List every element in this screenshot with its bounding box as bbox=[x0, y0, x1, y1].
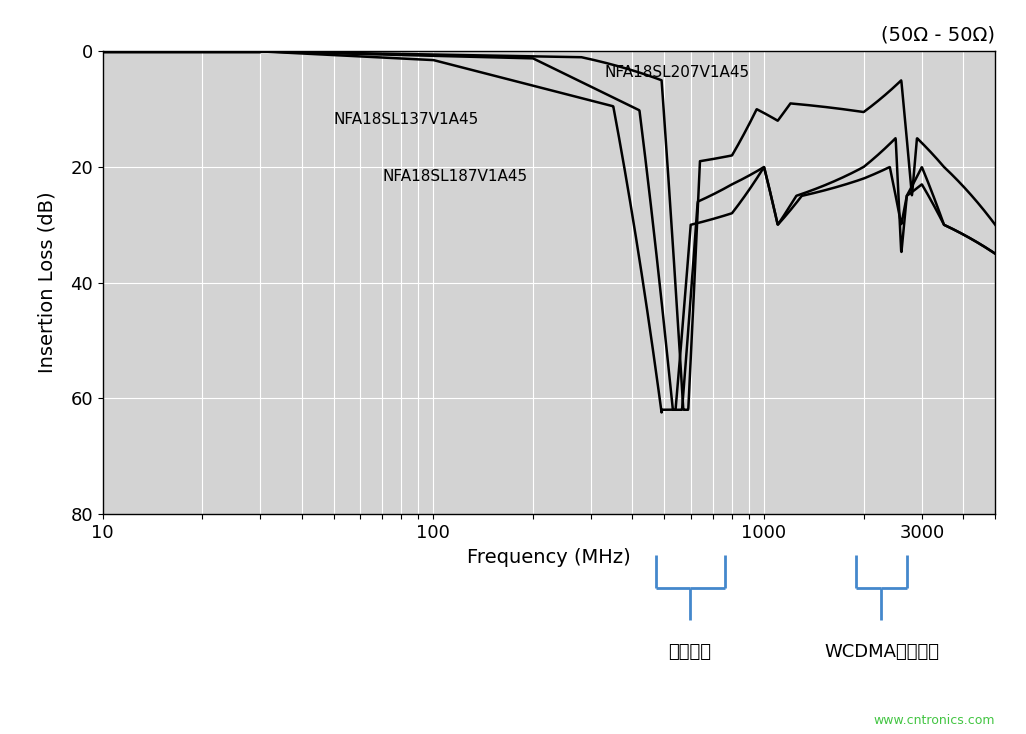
Text: (50Ω - 50Ω): (50Ω - 50Ω) bbox=[881, 25, 995, 44]
Text: NFA18SL207V1A45: NFA18SL207V1A45 bbox=[604, 65, 750, 81]
Text: 电视频率: 电视频率 bbox=[669, 643, 712, 661]
Text: WCDMA载波频率: WCDMA载波频率 bbox=[824, 643, 939, 661]
Text: NFA18SL187V1A45: NFA18SL187V1A45 bbox=[382, 170, 527, 184]
X-axis label: Frequency (MHz): Frequency (MHz) bbox=[467, 548, 631, 567]
Text: NFA18SL137V1A45: NFA18SL137V1A45 bbox=[333, 112, 479, 127]
Text: www.cntronics.com: www.cntronics.com bbox=[874, 713, 995, 727]
Y-axis label: Insertion Loss (dB): Insertion Loss (dB) bbox=[37, 192, 56, 374]
